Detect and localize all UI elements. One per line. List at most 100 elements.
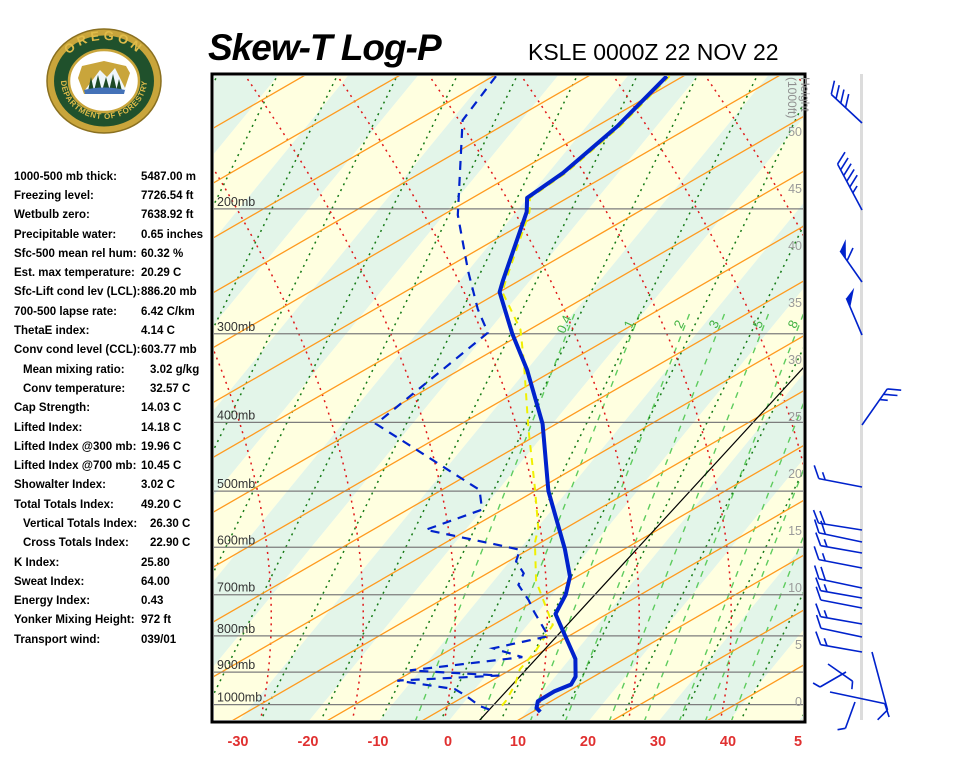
pressure-label: 700mb <box>217 581 255 595</box>
barb-feather-long <box>815 614 822 629</box>
grid-lines <box>0 74 803 722</box>
isotherm-band <box>519 374 803 720</box>
barb-staff <box>830 93 863 124</box>
wind-barb <box>815 577 863 599</box>
temp-axis-label: 5 <box>794 734 802 750</box>
height-axis-title-line2: (1000ft) <box>785 77 799 118</box>
stat-label: Vertical Totals Index: <box>23 517 138 530</box>
stat-value: 3.02 C <box>141 479 175 492</box>
green-dotted-line <box>214 76 218 84</box>
stat-value: 5487.00 m <box>141 170 196 183</box>
wind-barb <box>812 509 863 531</box>
stat-label: Conv temperature: <box>23 382 126 395</box>
wind-barb <box>815 532 863 554</box>
isotherm-bands <box>0 74 803 722</box>
barb-staff <box>820 544 863 554</box>
temp-axis-label: 40 <box>720 734 736 750</box>
barb-feather-long <box>813 565 820 580</box>
barb-feather-long <box>839 157 849 171</box>
pressure-label: 900mb <box>217 658 255 672</box>
barb-feather-long <box>813 465 820 479</box>
stat-row: Showalter Index: 3.02 C <box>14 476 214 495</box>
barb-feather-long <box>815 586 822 601</box>
stat-label: Energy Index: <box>14 595 91 608</box>
stat-value: 0.65 inches <box>141 228 204 241</box>
barb-feather-long <box>843 163 852 176</box>
station-datetime: KSLE 0000Z 22 NOV 22 <box>528 39 779 65</box>
stat-row: Sfc-500 mean rel hum: 60.32 % <box>14 244 214 263</box>
barb-feather-short <box>823 584 828 593</box>
isotherm-band <box>214 76 768 720</box>
stat-row: Freezing level: 7726.54 ft <box>14 186 214 205</box>
isotherm-band <box>449 289 803 720</box>
stat-label: Sfc-Lift cond lev (LCL): <box>14 286 141 299</box>
barb-feather-short <box>852 185 858 194</box>
barb-staff <box>829 691 885 705</box>
barb-feather-long <box>813 519 820 534</box>
barb-feather-short <box>821 472 826 481</box>
barb-feather-short <box>821 553 826 562</box>
barb-feather-long <box>815 631 822 645</box>
pressure-label: 800mb <box>217 622 255 636</box>
stat-value: 19.96 C <box>141 440 182 453</box>
red-dotted-line <box>704 76 803 237</box>
wind-barb <box>812 671 847 688</box>
isotherm-band <box>729 630 803 720</box>
height-axis-label: 20 <box>788 467 802 481</box>
barb-feather-long <box>820 566 827 581</box>
isotherm-band <box>309 118 803 720</box>
orange-line <box>0 74 212 722</box>
barb-staff <box>836 163 863 211</box>
mixing-ratio-line <box>705 469 803 720</box>
stat-value: 64.00 <box>141 575 170 588</box>
mixing-ratio-line <box>415 309 577 720</box>
barb-staff <box>818 522 863 531</box>
barb-pennant <box>840 239 846 260</box>
stat-label: 700-500 lapse rate: <box>14 305 117 318</box>
stat-label: Cross Totals Index: <box>23 537 129 550</box>
height-axis-label: 50 <box>788 125 802 139</box>
stat-value: 32.57 C <box>150 382 191 395</box>
barb-staff <box>818 558 863 569</box>
barb-feather-long <box>883 393 898 397</box>
wind-barb <box>830 80 863 124</box>
stat-row: ThetaE index: 4.14 C <box>14 321 214 340</box>
barb-feather-long <box>820 520 827 535</box>
height-axis-title-line1: Height <box>798 77 812 112</box>
logo-trees <box>88 74 122 91</box>
barb-pennant <box>846 287 855 308</box>
barb-staff <box>827 663 854 682</box>
barb-feather-long <box>887 388 902 391</box>
barb-feather-short <box>879 398 888 402</box>
pressure-label: 600mb <box>217 533 255 547</box>
isotherm-band <box>0 74 209 722</box>
height-axis-label: 40 <box>788 239 802 253</box>
stat-row: Transport wind: 039/01 <box>14 630 214 649</box>
barb-staff <box>818 477 863 488</box>
stat-row: Energy Index: 0.43 <box>14 592 214 611</box>
wind-barb <box>839 239 863 283</box>
chart-border <box>210 72 807 724</box>
stats-panel: 1000-500 mb thick: 5487.00 m Freezing leve… <box>14 167 214 649</box>
orange-line <box>214 225 803 568</box>
barb-feather-long <box>836 151 846 165</box>
height-axis-label: 10 <box>788 581 802 595</box>
barb-staff <box>820 615 863 625</box>
stat-label: ThetaE index: <box>14 325 90 338</box>
stat-label: Conv cond level (CCL): <box>14 344 141 357</box>
stat-value: 49.20 C <box>141 498 182 511</box>
stat-row: Vertical Totals Index: 26.30 C <box>14 514 214 533</box>
barb-feather-long <box>812 509 820 524</box>
barb-feather-long <box>846 169 855 182</box>
stat-value: 6.42 C/km <box>141 305 195 318</box>
stat-label: Freezing level: <box>14 189 94 202</box>
stat-row: Lifted Index @300 mb: 19.96 C <box>14 437 214 456</box>
red-dotted-line <box>428 76 640 720</box>
pressure-label: 500mb <box>217 477 255 491</box>
barb-feather-long <box>830 80 836 95</box>
barb-staff <box>844 701 856 729</box>
height-axis-label: 25 <box>788 410 802 424</box>
red-dotted-line <box>244 76 456 720</box>
stat-value: 26.30 C <box>150 517 191 530</box>
